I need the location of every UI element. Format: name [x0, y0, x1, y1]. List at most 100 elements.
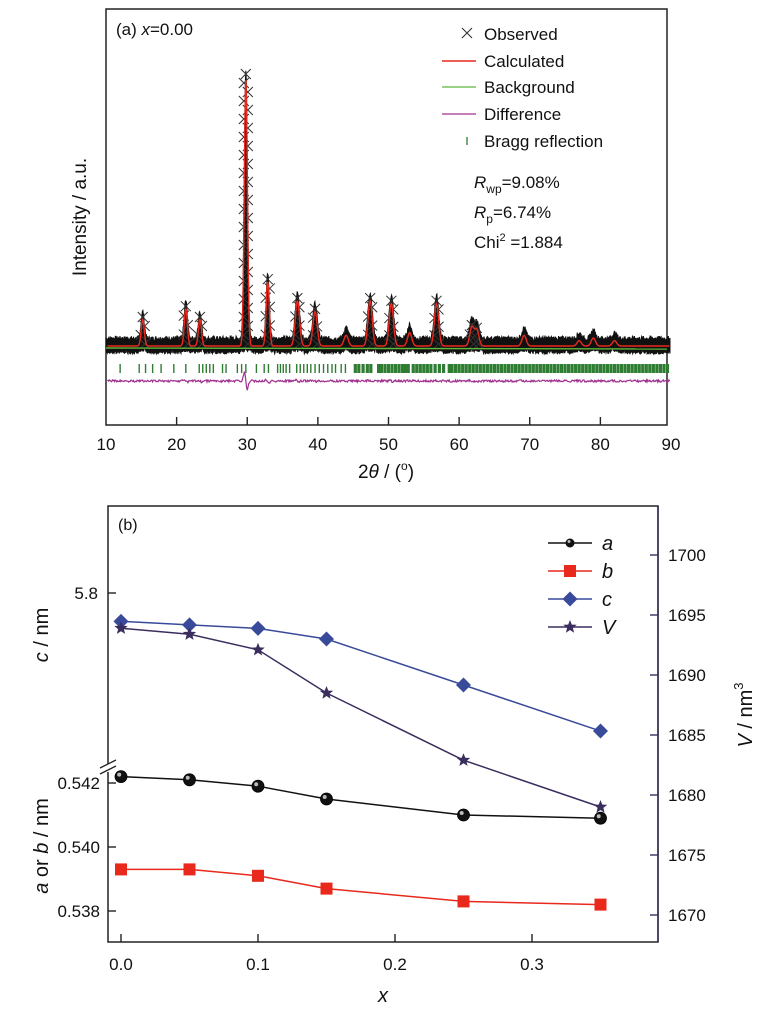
observed-marker	[473, 338, 485, 350]
observed-marker	[385, 295, 397, 307]
sphere-highlight	[254, 782, 259, 787]
rwp-annotation: Rwp=9.08%	[474, 173, 560, 196]
y-tick-label-v: 1695	[668, 606, 706, 625]
sphere-marker	[183, 773, 196, 787]
legend-bragg: Bragg reflection	[466, 132, 603, 151]
sphere-highlight	[322, 795, 327, 799]
panel-a-legend: Observed Calculated Background Differenc…	[442, 25, 603, 151]
series-line-b	[121, 868, 601, 906]
legend-label: a	[602, 533, 613, 555]
series-a	[114, 770, 607, 825]
legend-difference: Difference	[442, 105, 561, 124]
x-tick-label: 0.2	[383, 955, 407, 974]
panel-a-y-axis-label: Intensity / a.u.	[70, 158, 91, 276]
panel-a-x-tick-labels: 10 20 30 40 50 60 70 80 90	[97, 435, 681, 454]
legend-observed: Observed	[461, 25, 558, 44]
observed-marker	[307, 329, 319, 341]
sphere-marker	[114, 770, 128, 783]
observed-marker	[264, 338, 276, 350]
bragg-reflections	[119, 364, 670, 373]
square-marker	[457, 895, 470, 908]
calculated-line	[107, 80, 670, 347]
observed-marker	[196, 338, 208, 350]
observed-marker	[309, 303, 321, 315]
x-tick-label: 10	[97, 435, 116, 454]
observed-marker	[182, 338, 194, 350]
sphere-marker	[251, 779, 265, 793]
sphere-highlight	[459, 811, 464, 815]
sphere-icon	[565, 538, 575, 548]
star-marker	[182, 627, 197, 640]
square-marker	[252, 869, 264, 882]
x-tick-label: 40	[308, 435, 327, 454]
x-tick-label: 0.1	[246, 955, 270, 974]
background-line	[105, 347, 668, 350]
observed-marker	[238, 95, 250, 107]
star-marker	[563, 620, 577, 633]
star-marker	[251, 642, 265, 656]
panel-a-x-ticks	[175, 417, 602, 425]
legend-item-a: a	[548, 533, 613, 555]
difference-line	[107, 371, 671, 391]
legend-item-b: b	[548, 561, 613, 583]
legend-calculated: Calculated	[442, 52, 564, 71]
sphere-marker	[594, 811, 607, 825]
observed-marker	[362, 329, 374, 341]
square-marker	[183, 863, 196, 876]
observed-marker	[262, 273, 274, 285]
observed-marker	[242, 338, 254, 350]
panel-b-plot-area	[113, 613, 608, 911]
series-line-a	[120, 775, 601, 819]
sphere-marker	[320, 792, 333, 806]
square-marker	[594, 898, 607, 911]
axis-break-icon	[99, 759, 117, 775]
legend-label-calculated: Calculated	[484, 52, 564, 71]
y-tick-label-v: 1685	[668, 726, 706, 745]
x-tick-label: 50	[379, 435, 398, 454]
x-tick-label: 0.3	[520, 955, 544, 974]
observed-marker	[260, 329, 272, 341]
panel-b: (b) 0.0 0.1 0.2 0.3 0.538 0.540 0.542 5.8 1670 16…	[31, 505, 757, 1007]
legend-background: Background	[442, 78, 575, 97]
y-tick-label-ab: 0.542	[57, 774, 100, 793]
x-tick-label: 30	[238, 435, 257, 454]
observed-marker	[238, 293, 250, 305]
observed-marker	[429, 330, 440, 341]
observed-marker	[242, 104, 254, 116]
observed-marker	[383, 330, 395, 341]
y-tick-label-c: 5.8	[74, 584, 98, 603]
observed-marker	[292, 292, 303, 304]
star-marker	[456, 753, 471, 766]
y-tick-label-v: 1680	[668, 786, 706, 805]
x-tick-label: 90	[662, 435, 681, 454]
observed-marker	[240, 68, 252, 80]
diamond-marker	[319, 631, 334, 647]
chi2-annotation: Chi2 =1.884	[474, 232, 563, 252]
panel-b-title: (b)	[118, 517, 138, 534]
refinement-stats: Rwp=9.08% Rp=6.74% Chi2 =1.884	[474, 173, 563, 252]
y-tick-label-v: 1670	[668, 906, 706, 925]
legend-item-V: V	[548, 617, 617, 639]
panel-a-plot-area	[105, 68, 671, 391]
x-tick-label: 60	[450, 435, 469, 454]
series-b	[115, 863, 607, 911]
square-marker	[115, 863, 127, 876]
observed-marker	[242, 302, 254, 314]
sphere-highlight	[117, 772, 122, 777]
observed-marker	[364, 292, 376, 304]
sphere-highlight	[596, 814, 601, 819]
legend-label-observed: Observed	[484, 25, 558, 44]
observed-marker	[238, 311, 250, 323]
star-marker	[114, 621, 128, 634]
panel-b-x-axis-label: x	[377, 985, 389, 1007]
series-line-V	[120, 627, 601, 808]
observed-marker	[242, 284, 254, 296]
observed-data	[105, 70, 671, 356]
rp-annotation: Rp=6.74%	[474, 203, 551, 226]
observed-marker	[194, 311, 206, 323]
sphere-icon-highlight	[567, 540, 571, 543]
diamond-marker	[250, 620, 266, 636]
x-tick-label: 20	[167, 435, 186, 454]
observed-marker	[238, 77, 250, 89]
